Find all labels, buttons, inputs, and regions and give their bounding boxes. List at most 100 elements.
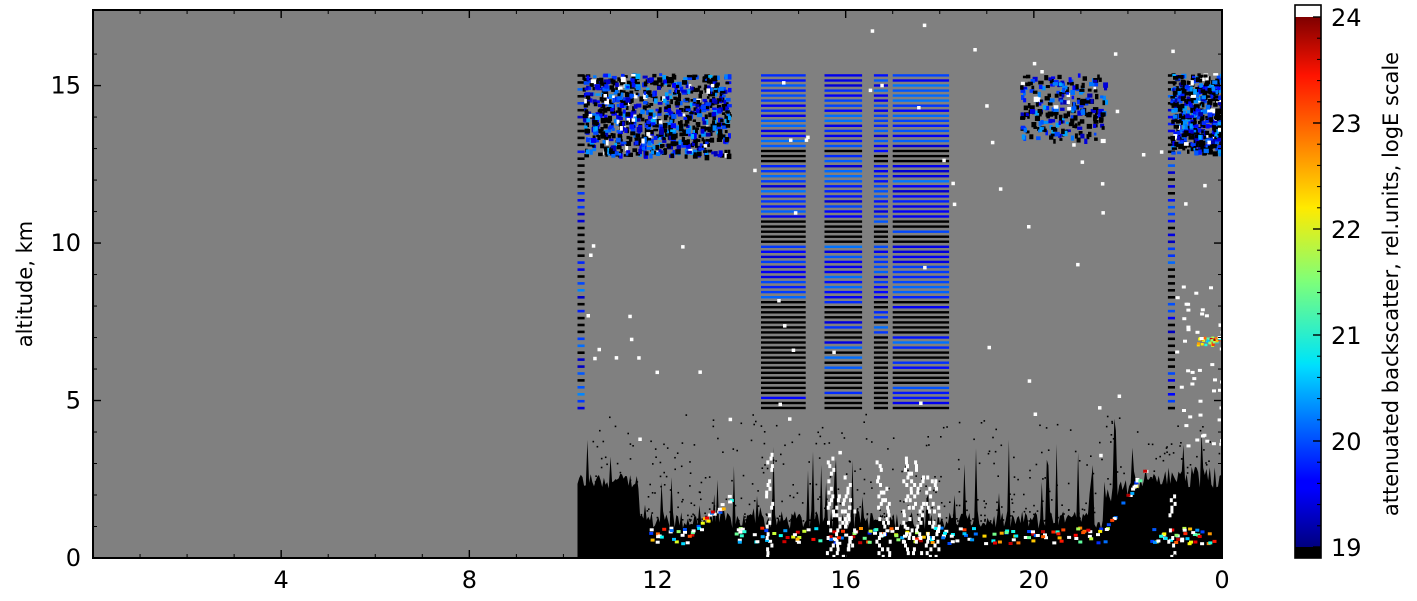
- saturated-pixel: [911, 505, 915, 510]
- y-tick-label: 10: [50, 229, 81, 257]
- aerosol-speck: [740, 497, 743, 500]
- aerosol-speck: [874, 519, 876, 522]
- aerosol-speck: [1108, 519, 1111, 522]
- cirrus-pixel: [1213, 113, 1217, 116]
- aerosol-speck: [738, 520, 740, 522]
- cirrus-pixel: [1069, 81, 1074, 86]
- profile-stripe: [761, 230, 806, 233]
- cirrus-pixel: [1065, 92, 1070, 95]
- cirrus-pixel: [1210, 112, 1216, 116]
- cirrus-pixel: [665, 113, 669, 117]
- cirrus-pixel: [681, 136, 685, 142]
- cirrus-pixel: [1067, 107, 1073, 111]
- aerosol-speck: [1107, 478, 1109, 480]
- profile-stripe: [824, 144, 863, 148]
- cirrus-pixel: [628, 84, 632, 89]
- profile-stripe: [761, 170, 806, 173]
- cirrus-pixel: [1196, 92, 1200, 98]
- aerosol-speck: [845, 473, 848, 475]
- cirrus-pixel: [1089, 82, 1095, 87]
- aerosol-speck: [763, 431, 766, 433]
- cirrus-pixel: [1025, 82, 1031, 87]
- aerosol-speck: [680, 465, 683, 468]
- profile-stripe: [873, 200, 888, 203]
- cirrus-pixel: [1211, 145, 1217, 149]
- aerosol-speck: [1174, 519, 1176, 522]
- cirrus-pixel: [597, 135, 601, 141]
- profile-stripe: [873, 114, 888, 117]
- cirrus-pixel: [1042, 105, 1047, 110]
- aerosol-speck: [1205, 462, 1207, 464]
- profile-stripe: [892, 301, 950, 304]
- layer-pixel: [1031, 539, 1036, 543]
- layer-pixel: [1180, 537, 1185, 541]
- aerosol-speck: [1006, 520, 1009, 522]
- cirrus-pixel: [655, 152, 661, 157]
- cirrus-pixel: [1051, 76, 1056, 80]
- cirrus-pixel: [681, 90, 687, 93]
- cirrus-pixel: [705, 139, 711, 143]
- cirrus-pixel: [1205, 138, 1211, 143]
- layer-pixel: [862, 536, 867, 540]
- aerosol-speck: [900, 511, 903, 513]
- cirrus-pixel: [1205, 124, 1210, 129]
- cirrus-pixel: [618, 111, 623, 116]
- cirrus-pixel: [629, 93, 633, 99]
- noise-dot: [1100, 182, 1105, 186]
- saturated-pixel: [766, 547, 770, 552]
- layer-pixel: [962, 532, 967, 536]
- thin-profile-stripe: [1167, 81, 1175, 84]
- saturated-pixel: [915, 528, 919, 533]
- cirrus-pixel: [646, 125, 651, 130]
- profile-stripe: [892, 109, 950, 112]
- profile-stripe: [892, 94, 950, 97]
- cirrus-pixel: [1093, 132, 1097, 136]
- profile-stripe: [873, 124, 888, 127]
- profile-stripe: [824, 84, 863, 87]
- plot-clip-group: [93, 10, 1222, 558]
- cirrus-pixel: [593, 102, 598, 107]
- saturated-columns: [765, 452, 1177, 558]
- profile-stripe: [873, 270, 888, 274]
- profile-stripe: [824, 230, 863, 233]
- saturated-pixel: [905, 460, 908, 465]
- profile-stripe: [892, 316, 950, 319]
- profile-stripe: [824, 336, 863, 339]
- cirrus-pixel: [591, 144, 595, 148]
- saturated-pixel: [770, 464, 774, 469]
- aerosol-speck: [863, 478, 866, 481]
- noise-dot: [1204, 314, 1209, 318]
- cirrus-pixel: [619, 126, 623, 131]
- aerosol-speck: [892, 515, 894, 518]
- cloud-pixel: [1200, 343, 1204, 346]
- aerosol-speck: [1029, 511, 1031, 513]
- saturated-pixel: [848, 539, 852, 544]
- cirrus-pixel: [716, 100, 719, 104]
- cirrus-pixel: [1216, 135, 1220, 139]
- cirrus-pixel: [1066, 111, 1071, 117]
- cirrus-pixel: [700, 131, 706, 137]
- cirrus-pixel: [1200, 74, 1206, 79]
- cloud-pixel: [1206, 340, 1210, 343]
- cirrus-pixel: [695, 103, 700, 108]
- cirrus-pixel: [676, 125, 679, 131]
- cirrus-pixel: [637, 116, 641, 122]
- aerosol-speck: [1041, 507, 1043, 510]
- saturated-pixel: [844, 524, 847, 529]
- aerosol-speck: [1107, 519, 1109, 521]
- profile-stripe: [892, 235, 950, 238]
- profile-stripe: [761, 175, 806, 178]
- saturated-pixel: [830, 498, 833, 503]
- profile-stripe: [761, 306, 806, 309]
- aerosol-speck: [1017, 478, 1019, 481]
- aerosol-speck: [892, 437, 895, 439]
- aerosol-speck: [1201, 465, 1203, 468]
- noise-dot: [1212, 389, 1216, 393]
- cirrus-pixel: [1195, 104, 1200, 109]
- cirrus-pixel: [1175, 119, 1180, 124]
- cirrus-pixel: [699, 143, 703, 148]
- aerosol-speck: [627, 432, 629, 435]
- aerosol-speck: [689, 461, 691, 463]
- cirrus-pixel: [1182, 137, 1187, 143]
- cirrus-pixel: [684, 119, 690, 124]
